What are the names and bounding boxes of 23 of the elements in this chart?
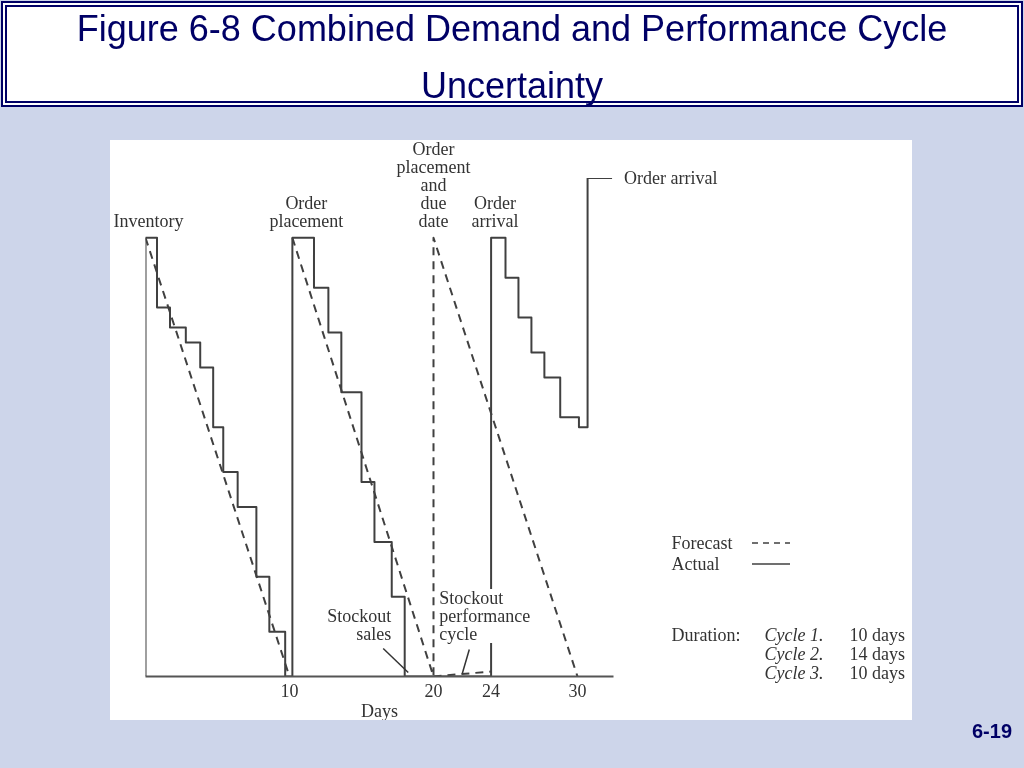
text: 10 days — [849, 625, 905, 645]
annotation: Order arrival — [471, 192, 519, 231]
annotation: Order placement — [269, 192, 344, 231]
x-tick-label: 10 — [280, 681, 299, 702]
chart-title: Figure 6-8 Combined Demand and Performance Cycle Uncertainty — [75, 7, 949, 108]
x-axis-title: Days — [361, 700, 398, 721]
text: Cycle 1. — [764, 625, 825, 645]
annotation: Stockout performance cycle — [439, 587, 531, 644]
text: 10 days — [849, 663, 905, 683]
y-axis-title: Inventory — [113, 210, 184, 231]
x-tick-label: 20 — [424, 681, 443, 702]
text: Cycle 3. — [764, 663, 825, 683]
text: 6-19 — [971, 720, 1012, 743]
annotation: Order placement and due date — [396, 138, 471, 231]
x-tick-label: 24 — [482, 681, 501, 702]
annotation: Stockout sales — [327, 605, 392, 644]
annotation: Order arrival — [624, 168, 718, 188]
legend-label: Actual — [671, 554, 721, 574]
x-tick-label: 30 — [568, 681, 587, 702]
text: Duration: — [671, 625, 742, 645]
text: Cycle 2. — [764, 644, 825, 664]
text: 14 days — [849, 644, 905, 664]
legend-label: Forecast — [671, 533, 734, 553]
